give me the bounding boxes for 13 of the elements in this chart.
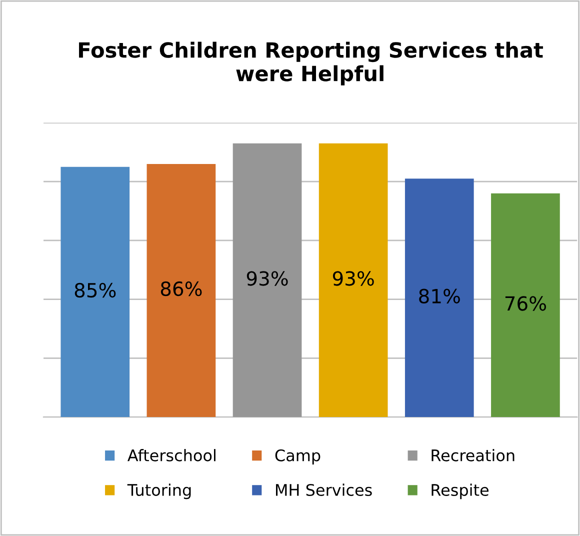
data-label: 81% [419,288,460,304]
data-label: 93% [246,271,288,286]
data-label: 93% [332,271,374,286]
chart-title: Foster Children Reporting Services that were Helpful [79,42,544,86]
legend-label: MH Services [276,484,372,496]
legend-label: Respite [432,484,489,500]
legend-label: Afterschool [128,449,216,462]
data-label: 86% [160,281,202,296]
legend-label: Camp [275,449,320,464]
legend-label: Tutoring [127,484,191,500]
legend-label: Recreation [432,449,514,462]
data-label: 76% [505,296,546,311]
data-label: 85% [74,282,116,298]
